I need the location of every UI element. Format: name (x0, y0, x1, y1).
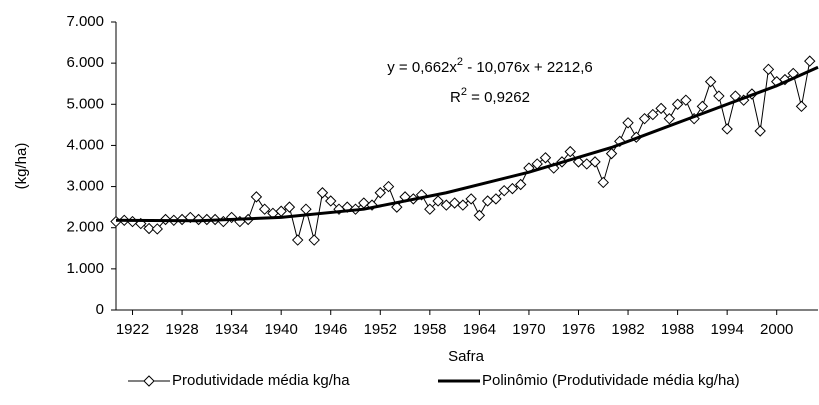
data-point (374, 187, 386, 199)
data-point (804, 55, 816, 67)
y-tick-label: 6.000 (66, 54, 104, 71)
r-squared-rest: = 0,9262 (467, 89, 530, 106)
x-tick-label: 1928 (165, 321, 198, 338)
x-tick-label: 1976 (562, 321, 595, 338)
data-point (622, 117, 634, 129)
legend-label: Produtividade média kg/ha (172, 372, 350, 389)
trend-line (115, 65, 819, 223)
equation-rest: - 10,076x + 2212,6 (463, 59, 593, 76)
data-point (795, 100, 808, 113)
equation: y = 0,662x2 - 10,076x + 2212,6 (387, 56, 592, 76)
legend-marker (143, 375, 155, 387)
data-point (424, 203, 436, 215)
y-tick-label: 4.000 (66, 136, 104, 153)
data-point (457, 199, 469, 211)
data-point (564, 145, 576, 158)
data-point (589, 156, 601, 168)
data-point (514, 178, 527, 191)
data-point (655, 102, 667, 115)
x-tick-label: 1982 (611, 321, 644, 338)
data-point (465, 193, 477, 205)
y-tick-label: 0 (96, 301, 104, 318)
y-axis-label: (kg/ha) (13, 143, 30, 190)
data-point (721, 123, 733, 135)
x-tick-label: 1940 (264, 321, 297, 338)
x-tick-label: 1988 (661, 321, 694, 338)
data-point (432, 195, 444, 207)
x-tick-label: 2000 (760, 321, 793, 338)
data-point (473, 209, 486, 222)
data-point (713, 90, 725, 102)
x-tick-label: 1946 (314, 321, 347, 338)
data-point (382, 180, 395, 193)
data-point (325, 195, 337, 207)
data-point (358, 197, 370, 209)
data-point (490, 193, 502, 205)
data-point (308, 234, 320, 246)
data-point (704, 75, 717, 88)
x-tick-label: 1952 (364, 321, 397, 338)
x-tick-label: 1994 (710, 321, 743, 338)
r-squared-sup: 2 (461, 86, 467, 98)
data-point (762, 63, 775, 76)
data-point (671, 98, 684, 110)
x-tick-label: 1958 (413, 321, 446, 338)
data-point (316, 187, 329, 199)
r-squared: R2 = 0,9262 (450, 86, 530, 106)
data-point (605, 147, 618, 160)
data-point (647, 108, 659, 121)
x-tick-label: 1970 (512, 321, 545, 338)
data-point (250, 191, 263, 203)
data-point (638, 112, 651, 125)
data-point (597, 176, 609, 189)
y-tick-label: 2.000 (66, 219, 104, 236)
r-squared-text: R (450, 89, 461, 106)
y-tick-label: 5.000 (66, 95, 104, 112)
data-point (663, 112, 676, 125)
data-point (283, 201, 296, 213)
x-tick-label: 1964 (463, 321, 496, 338)
data-point (754, 125, 766, 137)
data-point (143, 222, 155, 235)
data-point (300, 203, 312, 215)
x-tick-label: 1922 (116, 321, 149, 338)
data-point (151, 223, 164, 235)
legend-label: Polinômio (Produtividade média kg/ha) (482, 372, 740, 389)
data-point (696, 100, 709, 113)
data-point (481, 195, 494, 207)
data-point (448, 197, 461, 209)
y-tick-label: 1.000 (66, 260, 104, 277)
y-tick-label: 3.000 (66, 178, 104, 195)
data-point (258, 203, 271, 215)
equation-text: y = 0,662x (387, 59, 457, 76)
data-point (680, 94, 692, 106)
x-axis-label: Safra (448, 348, 485, 365)
data-point (506, 182, 519, 195)
data-point (291, 234, 304, 246)
data-point (581, 158, 593, 170)
data-point (184, 211, 197, 224)
x-tick-label: 1934 (215, 321, 248, 338)
data-point (539, 152, 552, 164)
equation-sup: 2 (457, 56, 463, 68)
y-tick-label: 7.000 (66, 13, 104, 30)
